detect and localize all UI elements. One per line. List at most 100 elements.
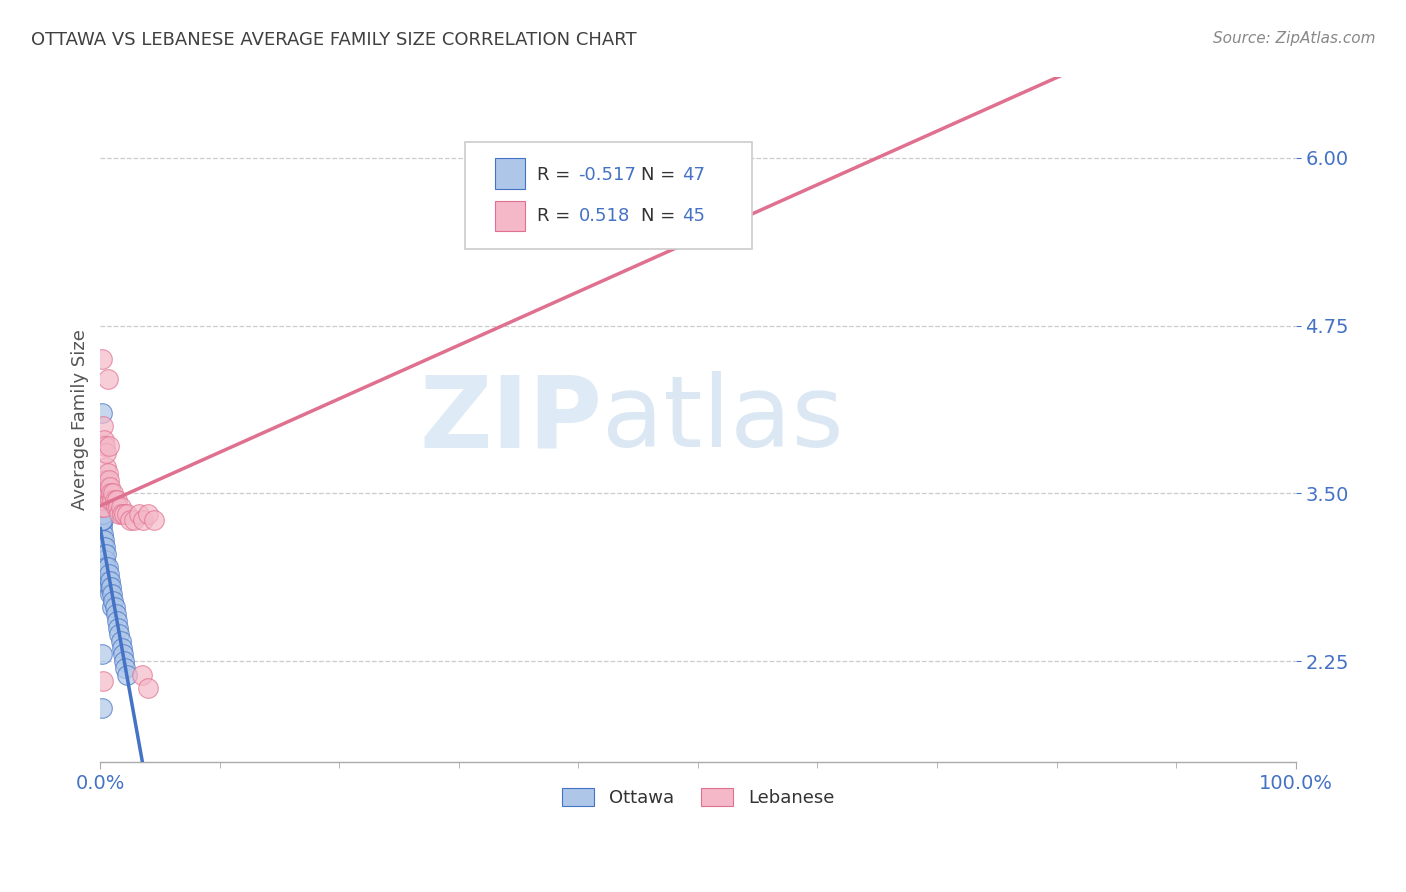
Point xyxy=(96,560,118,574)
Point xyxy=(96,372,118,386)
Point xyxy=(105,493,128,508)
Point xyxy=(90,520,112,534)
Legend: Ottawa, Lebanese: Ottawa, Lebanese xyxy=(554,780,841,814)
Point xyxy=(90,701,112,715)
Point xyxy=(94,553,117,567)
Text: ZIP: ZIP xyxy=(419,371,602,468)
Point xyxy=(686,191,709,205)
Point xyxy=(136,507,159,521)
Point xyxy=(90,500,112,514)
Point xyxy=(114,661,136,675)
Point xyxy=(96,480,118,494)
Point xyxy=(103,486,125,500)
Point xyxy=(94,473,117,487)
Point xyxy=(91,526,114,541)
Point xyxy=(98,493,121,508)
Point xyxy=(112,648,135,662)
Point xyxy=(98,574,121,588)
Point xyxy=(112,654,135,668)
Point xyxy=(115,667,138,681)
Text: N =: N = xyxy=(641,166,681,185)
Point xyxy=(104,500,127,514)
Point xyxy=(96,473,118,487)
Point xyxy=(104,600,127,615)
Point xyxy=(93,533,115,548)
Text: 47: 47 xyxy=(682,166,706,185)
Point xyxy=(100,486,122,500)
Point xyxy=(101,587,124,601)
Point xyxy=(107,500,129,514)
Point xyxy=(104,493,127,508)
Point xyxy=(101,600,124,615)
Point xyxy=(94,439,117,453)
FancyBboxPatch shape xyxy=(495,158,524,189)
Text: atlas: atlas xyxy=(602,371,844,468)
Y-axis label: Average Family Size: Average Family Size xyxy=(72,329,89,510)
Point xyxy=(103,593,125,607)
Point xyxy=(143,513,166,527)
Point xyxy=(104,607,127,622)
Point xyxy=(93,500,115,514)
Point xyxy=(96,574,118,588)
Point xyxy=(91,493,114,508)
Point xyxy=(90,513,112,527)
Text: 45: 45 xyxy=(682,207,706,226)
Point xyxy=(100,580,122,594)
Point xyxy=(96,467,118,481)
Point xyxy=(112,507,135,521)
Point xyxy=(91,473,114,487)
Point xyxy=(93,547,115,561)
Point xyxy=(96,547,118,561)
Point xyxy=(94,486,117,500)
Point xyxy=(101,493,124,508)
Point xyxy=(136,681,159,695)
Point xyxy=(93,486,115,500)
Text: 0.518: 0.518 xyxy=(578,207,630,226)
Point xyxy=(97,486,120,500)
Point xyxy=(90,533,112,548)
Point xyxy=(91,513,114,527)
Text: OTTAWA VS LEBANESE AVERAGE FAMILY SIZE CORRELATION CHART: OTTAWA VS LEBANESE AVERAGE FAMILY SIZE C… xyxy=(31,31,637,49)
Point xyxy=(97,473,120,487)
Point xyxy=(93,486,115,500)
Point xyxy=(91,540,114,554)
Point xyxy=(111,507,134,521)
Point xyxy=(132,513,155,527)
Point xyxy=(120,513,142,527)
Point xyxy=(98,587,121,601)
Point xyxy=(91,553,114,567)
Point xyxy=(107,621,129,635)
Point xyxy=(97,580,120,594)
Point xyxy=(91,507,114,521)
Point xyxy=(93,433,115,447)
Point xyxy=(96,446,118,460)
Point xyxy=(90,500,112,514)
Point xyxy=(91,419,114,434)
Point xyxy=(115,507,138,521)
Point xyxy=(90,507,112,521)
Point xyxy=(122,513,145,527)
Point xyxy=(90,352,112,367)
FancyBboxPatch shape xyxy=(465,143,752,249)
Text: R =: R = xyxy=(537,207,575,226)
Point xyxy=(90,547,112,561)
Text: R =: R = xyxy=(537,166,575,185)
Text: -0.517: -0.517 xyxy=(578,166,637,185)
Point xyxy=(91,480,114,494)
Point xyxy=(96,560,118,574)
Point xyxy=(96,574,118,588)
Point xyxy=(90,406,112,420)
Point xyxy=(111,640,134,655)
Point xyxy=(98,480,121,494)
Point xyxy=(93,560,115,574)
Point xyxy=(108,627,131,641)
Point xyxy=(90,486,112,500)
Point xyxy=(97,439,120,453)
Point xyxy=(110,634,132,648)
Point xyxy=(94,566,117,581)
Text: Source: ZipAtlas.com: Source: ZipAtlas.com xyxy=(1212,31,1375,46)
Point xyxy=(94,493,117,508)
Point xyxy=(91,674,114,689)
Point xyxy=(96,459,118,474)
Point xyxy=(128,507,150,521)
